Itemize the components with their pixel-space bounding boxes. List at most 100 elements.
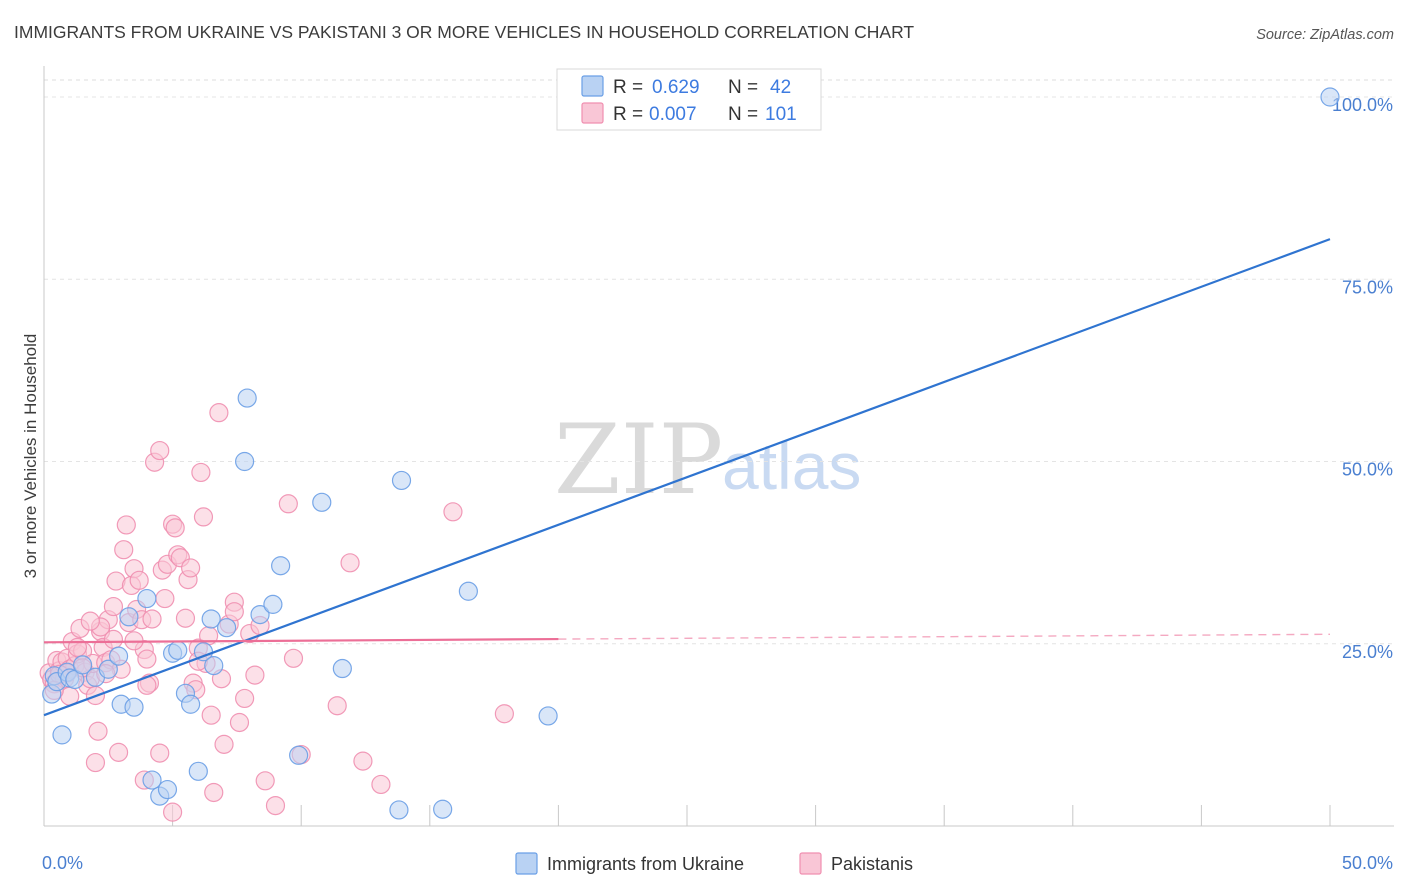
point-ukraine xyxy=(181,694,201,714)
point-ukraine xyxy=(250,604,270,625)
x-tick-labels: 0.0% 50.0% xyxy=(42,853,1393,873)
point-ukraine xyxy=(263,594,283,614)
trend-line-pakistanis xyxy=(43,637,559,644)
point-pakistanis xyxy=(108,742,129,762)
point-pakistanis xyxy=(201,705,221,725)
point-pakistanis xyxy=(245,665,265,685)
point-ukraine xyxy=(98,659,118,679)
point-ukraine xyxy=(458,581,478,601)
point-pakistanis xyxy=(80,611,100,631)
point-pakistanis xyxy=(181,558,201,578)
point-pakistanis xyxy=(129,570,149,590)
point-pakistanis xyxy=(235,688,255,709)
y-tick-label: 75.0% xyxy=(1342,277,1393,297)
point-ukraine xyxy=(72,655,93,675)
point-ukraine xyxy=(235,451,255,472)
point-ukraine xyxy=(538,706,558,726)
point-ukraine xyxy=(168,640,188,660)
point-ukraine xyxy=(312,492,332,512)
point-pakistanis xyxy=(265,795,286,816)
legend-swatch-ukraine[interactable] xyxy=(515,852,538,875)
point-pakistanis xyxy=(150,743,170,763)
point-pakistanis xyxy=(255,771,275,791)
point-pakistanis xyxy=(103,596,124,617)
chart-title: IMMIGRANTS FROM UKRAINE VS PAKISTANI 3 O… xyxy=(14,22,914,42)
point-pakistanis xyxy=(142,609,162,629)
x-tick-label: 50.0% xyxy=(1342,853,1393,873)
point-ukraine xyxy=(108,646,129,666)
point-pakistanis xyxy=(137,649,157,669)
legend: Immigrants from Ukraine Pakistanis xyxy=(515,852,913,875)
point-ukraine xyxy=(124,697,144,717)
point-pakistanis xyxy=(85,752,106,773)
stats-n-value-ukraine: 42 xyxy=(770,77,791,98)
point-ukraine xyxy=(52,725,72,745)
stats-swatch-ukraine xyxy=(581,75,604,97)
chart-source: Source: ZipAtlas.com xyxy=(1256,27,1394,43)
point-pakistanis xyxy=(371,774,391,795)
point-pakistanis xyxy=(114,540,134,560)
point-ukraine xyxy=(157,779,178,800)
point-ukraine xyxy=(389,800,409,820)
y-tick-label: 25.0% xyxy=(1342,642,1393,662)
point-ukraine xyxy=(204,656,224,676)
point-ukraine xyxy=(137,588,157,609)
trend-lines xyxy=(43,238,1331,717)
x-tick-label: 0.0% xyxy=(42,853,83,873)
point-ukraine xyxy=(188,761,208,781)
point-pakistanis xyxy=(340,553,360,573)
point-ukraine xyxy=(142,770,162,790)
legend-swatch-pakistanis[interactable] xyxy=(799,852,822,875)
stats-r-label-ukraine: R = xyxy=(613,77,643,98)
watermark-zip: ZIP xyxy=(554,404,723,516)
stats-r-label-pakistanis: R = xyxy=(613,104,643,125)
point-ukraine xyxy=(217,618,237,638)
trend-line-ukraine xyxy=(43,238,1331,717)
point-ukraine xyxy=(391,470,412,491)
legend-label-ukraine[interactable]: Immigrants from Ukraine xyxy=(547,854,744,874)
point-pakistanis xyxy=(229,712,250,733)
point-pakistanis xyxy=(278,494,298,514)
y-axis-title: 3 or more Vehicles in Household xyxy=(21,334,40,579)
point-pakistanis xyxy=(163,802,183,822)
point-pakistanis xyxy=(443,502,463,522)
point-ukraine xyxy=(433,799,453,819)
point-pakistanis xyxy=(214,734,234,754)
point-pakistanis xyxy=(103,629,124,649)
y-tick-label: 50.0% xyxy=(1342,460,1393,480)
point-ukraine xyxy=(201,609,221,629)
point-pakistanis xyxy=(155,588,175,609)
point-ukraine xyxy=(119,607,139,627)
point-pakistanis xyxy=(327,696,347,716)
point-ukraine xyxy=(289,745,309,765)
point-pakistanis xyxy=(116,515,136,535)
y-tick-label: 100.0% xyxy=(1332,95,1393,115)
point-ukraine xyxy=(271,556,291,576)
point-ukraine xyxy=(237,388,257,408)
grid xyxy=(44,79,1394,645)
point-pakistanis xyxy=(193,507,214,527)
point-ukraine xyxy=(1320,87,1340,107)
point-pakistanis xyxy=(150,440,170,461)
point-pakistanis xyxy=(88,721,108,741)
stats-n-label-ukraine: N = xyxy=(728,77,758,98)
legend-label-pakistanis[interactable]: Pakistanis xyxy=(831,854,913,874)
point-pakistanis xyxy=(204,782,224,803)
scatter-points xyxy=(39,87,1340,822)
stats-n-value-pakistanis: 101 xyxy=(765,104,797,125)
trend-line-pakistanis-dashed xyxy=(558,633,1331,640)
point-pakistanis xyxy=(175,608,196,628)
point-pakistanis xyxy=(209,403,229,423)
stats-r-value-pakistanis: 0.007 xyxy=(649,104,697,125)
watermark: ZIP atlas xyxy=(554,404,861,516)
stats-n-label-pakistanis: N = xyxy=(728,104,758,125)
point-pakistanis xyxy=(191,462,211,483)
point-pakistanis xyxy=(494,704,514,724)
stats-box: R = 0.629 N = 42 R = 0.007 N = 101 xyxy=(556,68,822,131)
stats-r-value-ukraine: 0.629 xyxy=(652,77,700,98)
point-ukraine xyxy=(332,658,352,679)
y-tick-labels: 25.0% 50.0% 75.0% 100.0% xyxy=(1332,95,1393,662)
stats-swatch-pakistanis xyxy=(581,102,604,124)
point-pakistanis xyxy=(165,518,185,538)
